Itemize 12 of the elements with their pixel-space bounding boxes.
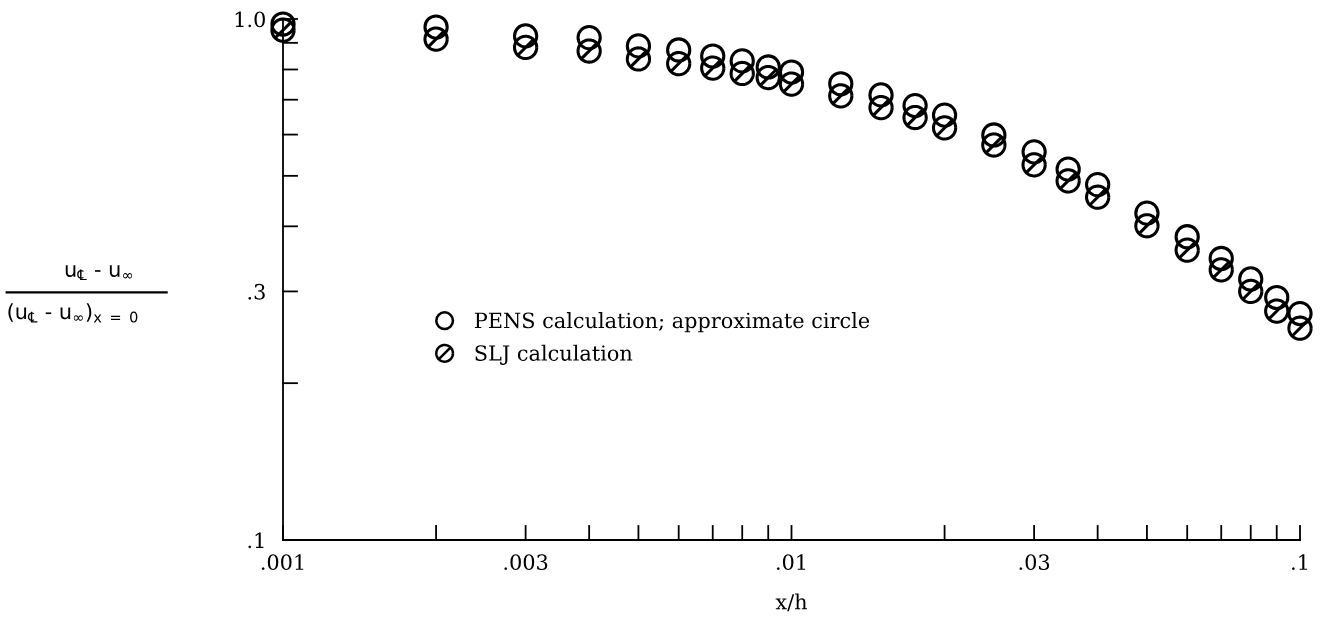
- y-tick-label: .1: [248, 532, 264, 549]
- y-tick-label: 1.0: [235, 11, 265, 28]
- x-axis-title: x/h: [775, 593, 808, 612]
- x-tick-label: .01: [776, 554, 806, 571]
- x-tick-label: .03: [1019, 554, 1050, 571]
- text: u$_{℄}$ - u$_{∞}$ (u$_{℄}$ - u$_{∞}$)$_{x = 0}$: [8, 265, 138, 323]
- y-tick-label: .3: [248, 283, 265, 300]
- x-tick-label: .003: [504, 554, 548, 571]
- legend-label: PENS calculation; approximate circle: [474, 312, 870, 333]
- legend-label: SLJ calculation: [475, 344, 633, 365]
- x-tick-label: .1: [1292, 554, 1307, 571]
- x-tick-label: .001: [261, 554, 304, 571]
